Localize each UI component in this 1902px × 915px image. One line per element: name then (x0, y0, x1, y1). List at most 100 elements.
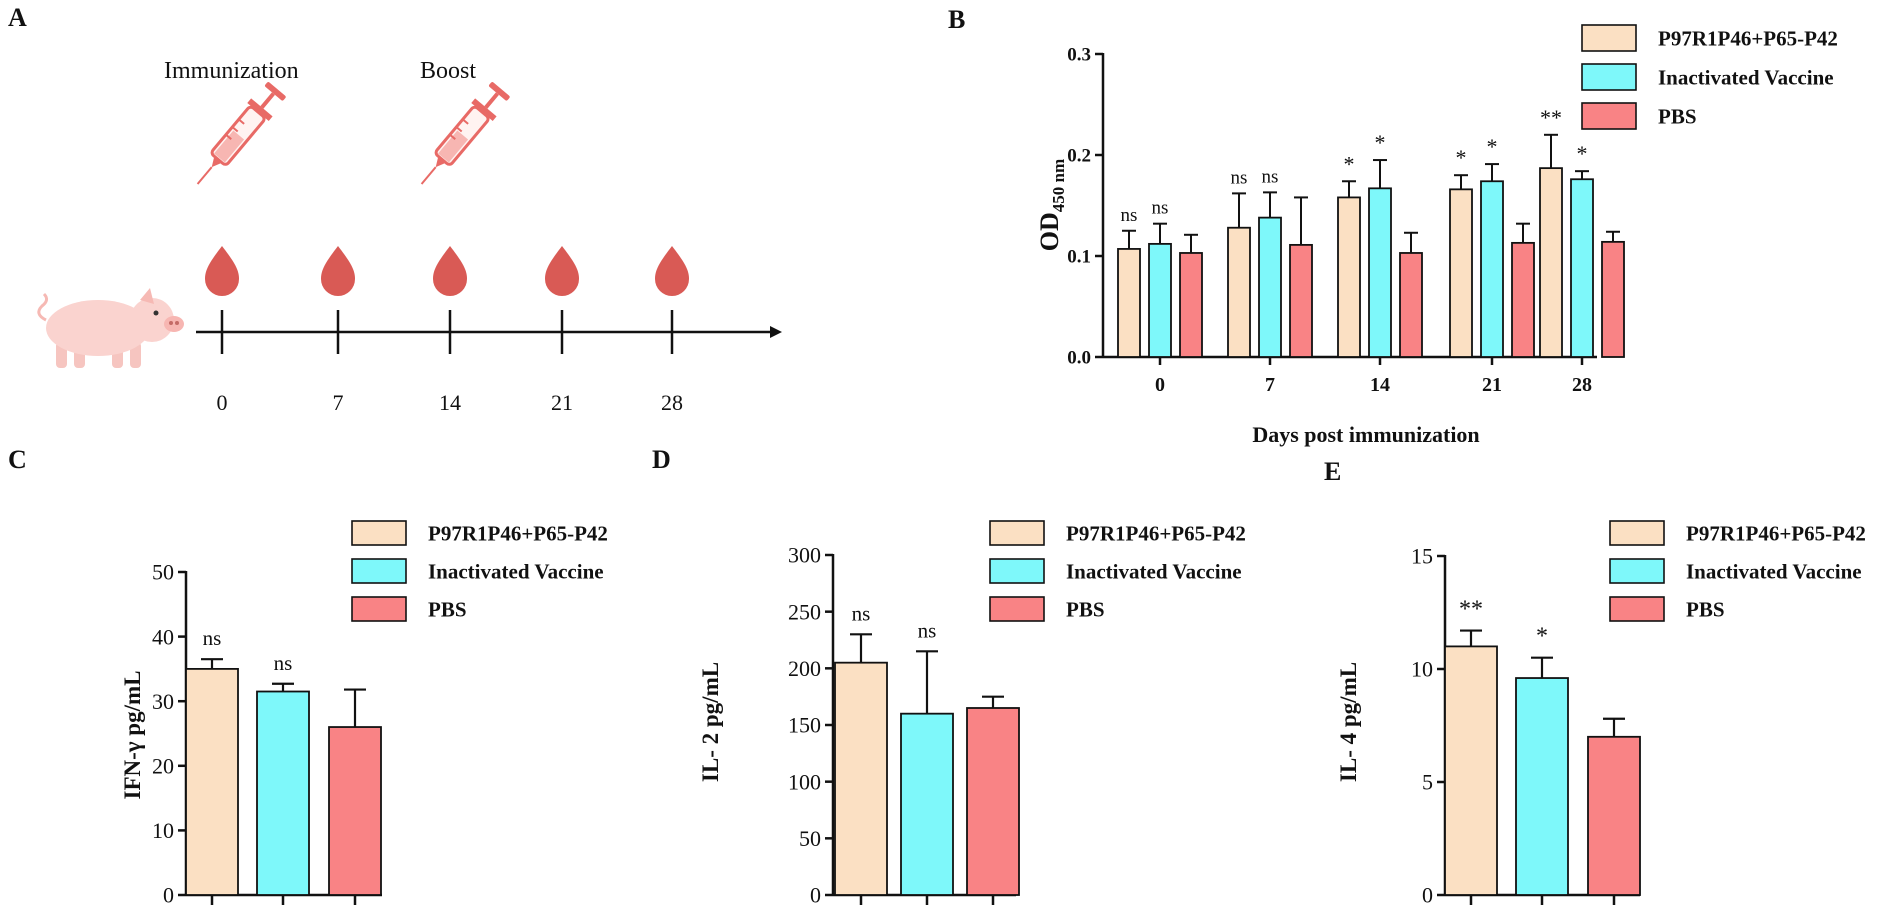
legend-swatch (351, 520, 407, 546)
legend-swatch (989, 520, 1045, 546)
y-tick-label: 200 (788, 656, 821, 681)
bar (1480, 180, 1504, 358)
significance-label: ** (1540, 105, 1562, 130)
significance-label: ns (203, 626, 222, 650)
panel-a: A Immunization Boost (8, 3, 782, 415)
y-axis-title-subscript: 450 nm (1049, 159, 1068, 212)
y-axis-title: IL- 4 pg/mL (1336, 662, 1361, 782)
boost-label: Boost (420, 58, 476, 84)
legend-swatch (1581, 63, 1637, 91)
legend-swatch (989, 558, 1045, 584)
legend-label: P97R1P46+P65-P42 (428, 521, 608, 545)
panel-letter: E (1324, 457, 1341, 486)
immunization-label: Immunization (164, 58, 299, 84)
bar (328, 726, 382, 896)
significance-label: * (1344, 151, 1355, 176)
legend-e: P97R1P46+P65-P42 Inactivated Vaccine PBS (1609, 520, 1866, 622)
legend-swatch (351, 596, 407, 622)
legend-label: P97R1P46+P65-P42 (1658, 26, 1838, 50)
blood-drop-icon (655, 246, 689, 296)
legend-swatch (1609, 520, 1665, 546)
timepoint-label: 7 (333, 390, 344, 415)
blood-drop-icon (205, 246, 239, 296)
significance-label: * (1577, 141, 1588, 166)
x-tick-label: 7 (1265, 374, 1275, 396)
y-tick-label: 50 (799, 826, 821, 851)
y-tick-label: 100 (788, 769, 821, 794)
significance-label: ** (1459, 597, 1483, 623)
significance-label: * (1456, 145, 1467, 170)
timeline-arrowhead (770, 326, 782, 338)
significance-label: ns (1152, 198, 1169, 219)
timepoint-label: 28 (661, 390, 683, 415)
significance-label: * (1375, 130, 1386, 155)
bar (1289, 243, 1313, 358)
y-axis-title: OD450 nm (1035, 159, 1068, 251)
y-tick-label: 50 (152, 560, 174, 585)
y-tick-label: 150 (788, 713, 821, 738)
bar (1337, 196, 1361, 358)
bar (1511, 241, 1535, 358)
bar (1570, 178, 1594, 358)
bar (1227, 226, 1251, 358)
legend-swatch (989, 596, 1045, 622)
x-tick-label: 0 (1155, 374, 1165, 396)
legend-label: P97R1P46+P65-P42 (1686, 521, 1866, 545)
x-tick-label: 28 (1572, 374, 1592, 396)
x-tick-label: 14 (1370, 374, 1390, 396)
panel-d: D 0 50 100 150 200 250 300 ns ns IL- 2 pg/mL (652, 445, 1020, 908)
significance-label: ns (274, 651, 293, 675)
legend-label: PBS (1066, 597, 1105, 621)
bar (900, 712, 954, 896)
bar (1444, 645, 1498, 896)
blood-drop-icon (545, 246, 579, 296)
bar (966, 707, 1020, 896)
significance-label: ns (1121, 205, 1138, 226)
y-tick-label: 40 (152, 624, 174, 649)
timeline-ticks (220, 310, 674, 354)
bar (1258, 216, 1282, 358)
legend-label: Inactivated Vaccine (1658, 65, 1834, 89)
y-tick-label: 20 (152, 754, 174, 779)
bar (1117, 248, 1141, 358)
legend-label: PBS (428, 597, 467, 621)
legend-swatch (1581, 24, 1637, 52)
y-tick-label: 15 (1411, 544, 1433, 569)
pig-icon (37, 288, 184, 368)
y-tick-label: 0.2 (1067, 146, 1091, 167)
y-tick-label: 0.0 (1067, 348, 1091, 369)
y-tick-label: 30 (152, 689, 174, 714)
bar (1368, 187, 1392, 358)
timepoint-label: 0 (217, 390, 228, 415)
x-tick-label: 21 (1482, 374, 1502, 396)
panel-letter-b: B (948, 5, 965, 34)
bar (185, 668, 239, 896)
bar (1601, 240, 1625, 358)
panel-letter: C (8, 445, 27, 474)
y-axis-title: IFN-γ pg/mL (120, 671, 145, 800)
significance-label: ns (852, 601, 871, 625)
timeline-labels: 0 7 14 21 28 (217, 390, 684, 415)
y-tick-label: 0.1 (1067, 247, 1091, 268)
legend-c: P97R1P46+P65-P42 Inactivated Vaccine PBS (351, 520, 608, 622)
bar (1179, 252, 1203, 358)
y-tick-label: 0 (163, 883, 174, 908)
significance-label: ns (1231, 167, 1248, 188)
legend-label: Inactivated Vaccine (1686, 559, 1862, 583)
bar (1587, 735, 1641, 896)
panel-letter-a: A (8, 3, 27, 32)
panel-c: C 0 10 20 30 40 50 ns ns IFN-γ pg/mL (8, 445, 382, 908)
y-tick-label: 250 (788, 599, 821, 624)
y-tick-label: 0.3 (1067, 45, 1091, 66)
legend-d: P97R1P46+P65-P42 Inactivated Vaccine PBS (989, 520, 1246, 622)
blood-drop-icon (321, 246, 355, 296)
significance-label: ns (1262, 166, 1279, 187)
y-tick-label: 10 (1411, 657, 1433, 682)
y-axis-title: IL- 2 pg/mL (698, 662, 723, 782)
syringe-icon (196, 82, 286, 185)
legend-label: PBS (1686, 597, 1725, 621)
timepoint-label: 14 (439, 390, 461, 415)
panel-letter: D (652, 445, 671, 474)
